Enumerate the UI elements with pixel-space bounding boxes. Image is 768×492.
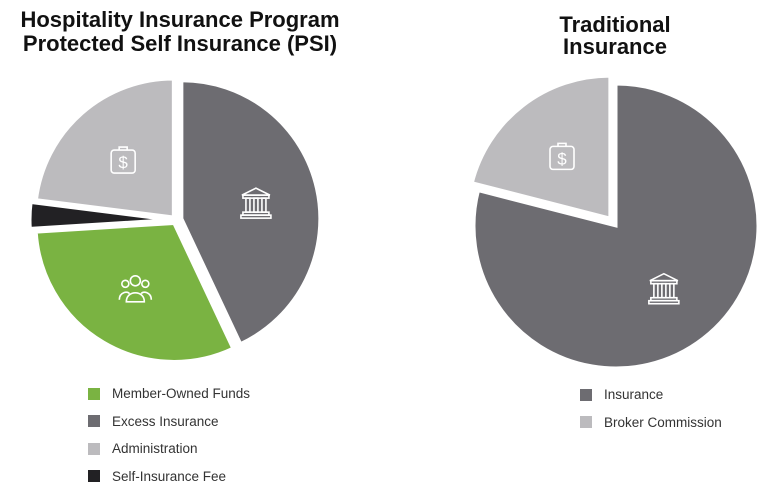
pie-slice-broker-commission (470, 74, 612, 221)
legend-swatch (88, 442, 100, 455)
legend-item-insurance: Insurance (580, 381, 722, 409)
bank-icon (240, 187, 272, 219)
title-line: Hospitality Insurance Program (20, 7, 340, 32)
legend-swatch (88, 387, 100, 400)
legend-label: Self-Insurance Fee (112, 468, 227, 484)
legend-traditional: Insurance Broker Commission (580, 381, 722, 436)
legend-label: Administration (112, 441, 198, 457)
legend-swatch (88, 415, 100, 428)
legend-item-excess-insurance: Excess Insurance (88, 408, 250, 436)
briefcase-dollar-icon: $ (549, 142, 575, 171)
chart-title-psi: Hospitality Insurance Program Protected … (0, 8, 360, 56)
legend-item-administration: Administration (88, 435, 250, 463)
legend-swatch (88, 470, 100, 483)
pie-slice-self-insurance-fee (28, 200, 169, 231)
bank-icon (648, 272, 680, 305)
legend-label: Broker Commission (604, 414, 722, 430)
svg-text:$: $ (557, 149, 567, 168)
legend-swatch (580, 388, 592, 401)
title-line: Insurance (563, 34, 667, 59)
legend-item-self-insurance-fee: Self-Insurance Fee (88, 463, 250, 491)
legend-label: Excess Insurance (112, 413, 219, 429)
pie-slice-administration (34, 77, 175, 219)
legend-swatch (580, 416, 592, 429)
title-line: Protected Self Insurance (PSI) (22, 31, 338, 56)
briefcase-dollar-icon: $ (110, 146, 136, 174)
legend-psi: Member-Owned Funds Excess Insurance Admini… (88, 380, 250, 490)
pie-slice-insurance (472, 82, 760, 370)
legend-label: Insurance (604, 387, 664, 403)
title-line: Traditional (559, 12, 671, 37)
group-icon (118, 274, 153, 303)
chart-title-traditional: Traditional Insurance (520, 14, 710, 58)
legend-label: Member-Owned Funds (112, 386, 251, 402)
legend-item-member-owned-funds: Member-Owned Funds (88, 380, 250, 408)
legend-item-broker-commission: Broker Commission (580, 409, 722, 437)
svg-text:$: $ (118, 153, 128, 172)
